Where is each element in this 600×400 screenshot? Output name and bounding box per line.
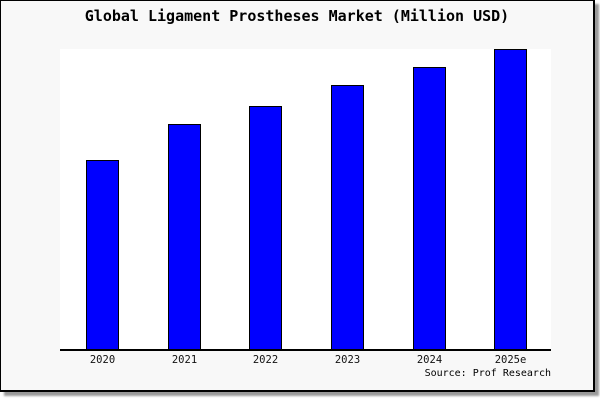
x-tick-label-2020: 2020 [89, 354, 116, 366]
bar-2024 [413, 67, 446, 349]
x-tick-label-2025e: 2025e [494, 354, 527, 366]
plot-area [60, 49, 551, 351]
x-tick-label-2023: 2023 [334, 354, 361, 366]
bar-2023 [331, 85, 364, 349]
x-tick-label-2024: 2024 [416, 354, 443, 366]
x-tick-label-2021: 2021 [171, 354, 198, 366]
source-credit: Source: Prof Research [424, 368, 551, 379]
chart-frame: Global Ligament Prostheses Market (Milli… [0, 0, 595, 392]
chart-title: Global Ligament Prostheses Market (Milli… [84, 7, 510, 25]
bar-2025e [494, 49, 527, 349]
bar-2020 [86, 160, 119, 349]
x-tick-label-2022: 2022 [252, 354, 279, 366]
bar-2022 [249, 106, 282, 349]
bar-2021 [168, 124, 201, 349]
